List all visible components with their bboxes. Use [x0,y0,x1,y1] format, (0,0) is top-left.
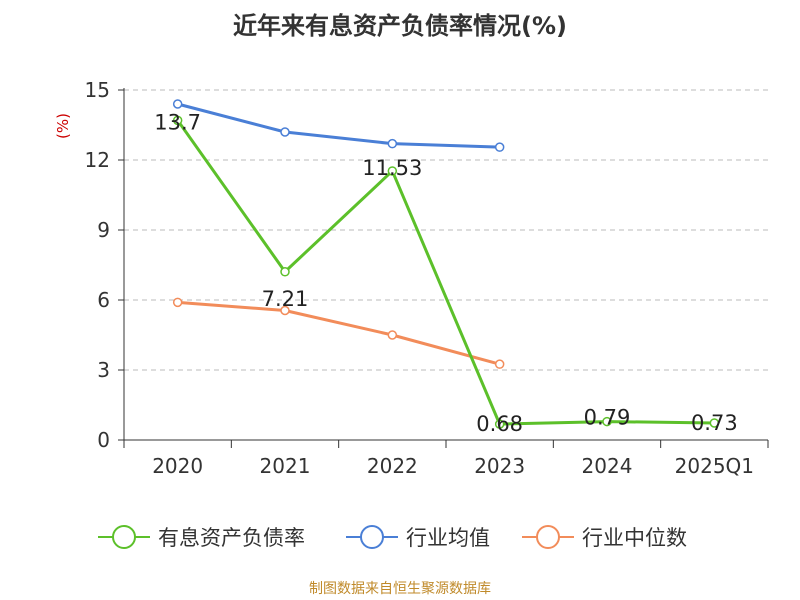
legend-marker [360,525,384,549]
legend-label: 行业均值 [406,526,490,550]
data-point [280,127,290,137]
series-line-2 [177,102,500,149]
data-label: 11.53 [362,156,422,180]
data-label: 13.7 [154,110,201,134]
data-label: 0.73 [691,411,738,435]
data-point [172,115,183,126]
y-tick-label: 3 [97,358,110,382]
data-point [387,330,398,340]
chart-title: 近年来有息资产负债率情况(%) [233,12,567,40]
legend-label: 有息资产负债率 [158,526,305,550]
data-label: 0.79 [584,406,631,430]
legend-marker [536,525,560,549]
data-point [494,419,505,429]
data-point [172,297,183,308]
series-line-3 [177,300,501,366]
y-tick-label: 6 [97,288,110,312]
y-axis-label: (%) [54,113,72,139]
data-point [280,267,290,277]
series-line-1 [176,119,715,426]
x-tick-label: 2024 [582,454,633,478]
data-point [172,99,183,109]
data-label: 7.21 [262,287,309,311]
data-point [387,138,398,149]
x-tick-label: 2021 [260,454,311,478]
data-point [494,359,505,369]
x-tick-label: 2025Q1 [675,454,754,478]
y-tick-label: 0 [97,428,110,452]
legend-label: 行业中位数 [582,526,687,550]
data-point [280,305,290,316]
legend-marker [112,525,136,549]
y-tick-label: 9 [97,218,110,242]
y-tick-label: 15 [85,78,110,102]
data-point [709,418,720,428]
data-point [602,416,612,427]
data-point [387,166,398,176]
data-point [494,142,505,152]
data-label: 0.68 [476,412,523,436]
x-tick-label: 2022 [367,454,418,478]
y-tick-label: 12 [85,148,110,172]
x-tick-label: 2020 [152,454,203,478]
x-tick-label: 2023 [474,454,525,478]
data-source-note: 制图数据来自恒生聚源数据库 [309,581,491,597]
